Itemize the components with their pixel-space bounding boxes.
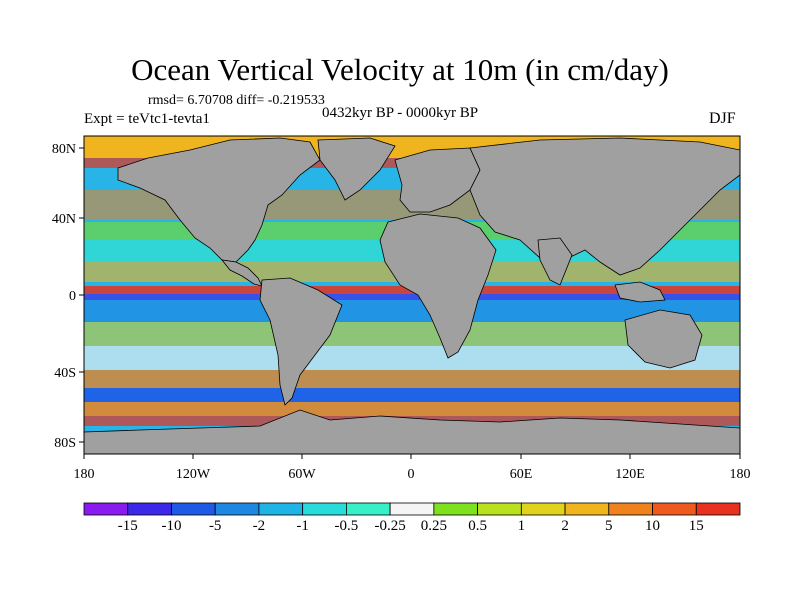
india xyxy=(537,237,573,286)
lat-label-40s: 40S xyxy=(54,366,76,381)
lat-label-80s: 80S xyxy=(54,436,76,451)
colorbar-label: -0.5 xyxy=(334,518,359,534)
colorbar-box xyxy=(433,502,479,516)
lat-label-0: 0 xyxy=(69,289,76,304)
colorbar-box xyxy=(258,502,304,516)
colorbar-box xyxy=(695,502,741,516)
lat-label-80n: 80N xyxy=(52,142,76,157)
lon-label-60e: 60E xyxy=(510,467,533,482)
lon-label-0: 0 xyxy=(408,467,415,482)
colorbar-box xyxy=(608,502,653,516)
map-title: Ocean Vertical Velocity at 10m (in cm/da… xyxy=(131,52,669,87)
colorbar-label: 0.25 xyxy=(420,518,447,534)
colorbar-label: -10 xyxy=(161,518,182,534)
colorbar-label: -0.25 xyxy=(374,518,406,534)
southern-ocean-orange xyxy=(84,402,740,416)
australia xyxy=(624,309,703,369)
colorbar-label: -5 xyxy=(208,518,222,534)
south-band-orange xyxy=(84,370,740,388)
colorbar-box xyxy=(127,502,172,516)
colorbar-box xyxy=(564,502,610,516)
colorbar-box xyxy=(652,502,697,516)
north-america xyxy=(117,137,321,263)
south-america xyxy=(259,277,343,406)
map-field xyxy=(84,136,740,454)
stats-text: rmsd= 6.70708 diff= -0.219533 xyxy=(148,93,325,108)
season-text: DJF xyxy=(709,110,736,127)
maritime-continent xyxy=(614,281,666,303)
period-text: 0432kyr BP - 0000kyr BP xyxy=(322,105,479,121)
lon-label-120e: 120E xyxy=(615,467,645,482)
colorbar-label: 2 xyxy=(561,518,569,534)
colorbar-box xyxy=(477,502,522,516)
axis-ticks xyxy=(79,147,741,459)
africa xyxy=(379,213,497,359)
colorbar-box xyxy=(345,502,391,516)
antarctica xyxy=(84,409,740,454)
colorbar-box xyxy=(302,502,347,516)
southern-ocean-blue xyxy=(84,388,740,402)
south-tropic-band xyxy=(84,300,740,322)
lon-label-60w: 60W xyxy=(288,467,316,482)
colorbar-label: 15 xyxy=(688,518,704,534)
experiment-text: Expt = teVtc1-tevta1 xyxy=(84,111,210,127)
asia xyxy=(469,137,740,276)
colorbar-label: 5 xyxy=(605,518,613,534)
colorbar-label: -15 xyxy=(117,518,138,534)
lon-label-120w: 120W xyxy=(176,467,211,482)
land-masses xyxy=(84,137,740,454)
colorbar-label: -1 xyxy=(296,518,309,534)
equatorial-downwelling xyxy=(84,294,740,300)
greenland xyxy=(317,137,396,201)
colorbar-box xyxy=(214,502,260,516)
colorbar-label: 10 xyxy=(645,518,661,534)
colorbar-box xyxy=(83,502,129,516)
colorbar-box xyxy=(171,502,216,516)
europe xyxy=(394,147,481,213)
colorbar-box xyxy=(520,502,566,516)
lon-label-180w: 180 xyxy=(74,467,95,482)
colorbar-label: 1 xyxy=(517,518,526,534)
lon-label-180e: 180 xyxy=(730,467,751,482)
colorbar-label: 0.5 xyxy=(468,518,487,534)
south-midlat-white xyxy=(84,346,740,370)
colorbar-box xyxy=(389,502,435,516)
lat-label-40n: 40N xyxy=(52,212,76,227)
colorbar-label: -2 xyxy=(252,518,266,534)
